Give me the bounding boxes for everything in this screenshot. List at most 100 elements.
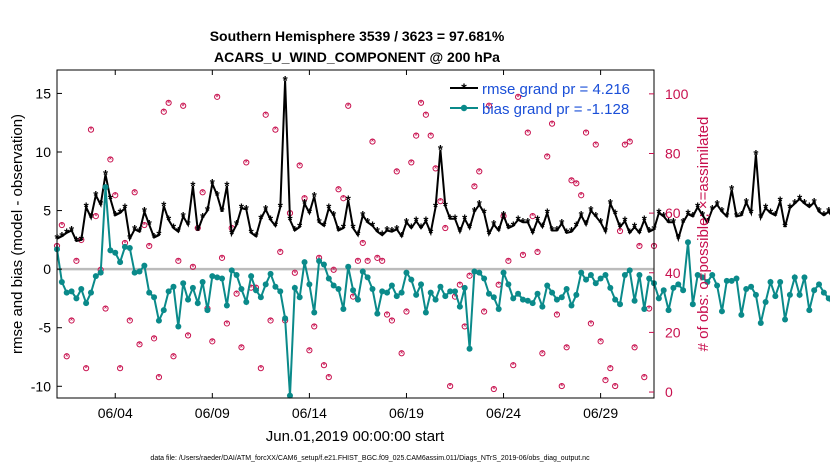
obs-assimilated-marker: *: [594, 140, 598, 150]
rmse-point: *: [486, 227, 492, 242]
rmse-point: *: [710, 202, 716, 217]
y-axis-label-left: rmse and bias (model - observation): [9, 114, 26, 354]
rmse-point: *: [399, 229, 405, 244]
rmse-point: *: [705, 215, 711, 230]
bias-point: [714, 282, 721, 289]
bias-point: [519, 296, 526, 303]
obs-possible-marker: [539, 350, 546, 357]
bias-point: [136, 268, 143, 275]
rmse-point: *: [263, 202, 269, 217]
rmse-point: *: [239, 201, 245, 216]
x-tick-label: 06/09: [195, 405, 230, 421]
bias-point: [709, 272, 716, 278]
bias-point: [364, 274, 371, 281]
obs-possible-marker: [490, 385, 497, 393]
obs-possible-marker: [184, 332, 192, 339]
obs-assimilated-marker: *: [128, 316, 132, 326]
rmse-point: *: [637, 225, 643, 240]
obs-possible-marker: [447, 382, 454, 390]
rmse-point: *: [200, 210, 206, 225]
rmse-point: *: [695, 200, 701, 215]
obs-assimilated-marker: *: [487, 101, 491, 111]
x-tick-label: 06/19: [389, 405, 424, 421]
rmse-point: *: [355, 228, 361, 243]
rmse-point: *: [550, 223, 556, 238]
left-tick-label: -5: [39, 320, 52, 336]
obs-assimilated-marker: *: [410, 158, 414, 168]
bias-point: [694, 272, 701, 278]
bias-point: [131, 269, 138, 276]
rmse-point: *: [511, 218, 517, 233]
obs-assimilated-marker: *: [541, 349, 545, 359]
rmse-point: *: [161, 198, 167, 213]
bias-point: [418, 281, 425, 288]
obs-possible-marker: [150, 335, 158, 342]
obs-assimilated-marker: *: [312, 322, 316, 332]
rmse-point: *: [418, 221, 424, 236]
obs-assimilated-marker: *: [633, 343, 637, 353]
bias-point: [816, 281, 823, 288]
rmse-point: *: [258, 211, 264, 226]
bias-point: [97, 269, 104, 276]
obs-possible-marker: [126, 317, 133, 324]
obs-possible-marker: [519, 251, 527, 258]
rmse-point: *: [118, 205, 124, 220]
bias-point: [553, 296, 560, 303]
obs-possible-marker: [379, 257, 386, 264]
obs-possible-marker: [102, 305, 109, 312]
rmse-point: *: [287, 212, 293, 227]
bias-point: [500, 269, 507, 276]
rmse-point: *: [385, 223, 391, 238]
bias-point: [146, 289, 153, 296]
obs-assimilated-marker: *: [332, 265, 336, 275]
obs-possible-marker: [272, 126, 279, 133]
chart-title-line1: Southern Hemisphere 3539 / 3623 = 97.681…: [210, 28, 505, 44]
rmse-point: *: [341, 221, 347, 236]
bias-point: [718, 308, 725, 315]
bias-point: [801, 274, 808, 281]
obs-assimilated-marker: *: [177, 256, 181, 266]
bias-point: [510, 295, 517, 302]
rmse-point: *: [122, 201, 128, 216]
obs-possible-marker: [345, 102, 352, 109]
obs-assimilated-marker: *: [511, 361, 515, 371]
obs-possible-marker: [354, 257, 362, 264]
left-tick-label: 0: [43, 261, 51, 277]
obs-assimilated-marker: *: [215, 92, 219, 102]
rmse-point: *: [613, 207, 619, 222]
rmse-point: *: [656, 205, 662, 220]
rmse-point: *: [812, 195, 818, 210]
bias-point: [490, 294, 497, 301]
obs-possible-marker: [544, 153, 551, 160]
obs-possible-marker: [296, 162, 303, 169]
obs-assimilated-marker: *: [109, 155, 113, 165]
obs-possible-marker: [471, 183, 478, 190]
left-tick-label: 5: [43, 203, 51, 219]
obs-possible-marker: [476, 168, 483, 175]
bias-point: [621, 272, 628, 278]
obs-possible-marker: [116, 365, 124, 372]
obs-assimilated-marker: *: [245, 158, 249, 168]
bias-point: [243, 298, 250, 305]
rmse-point: *: [666, 215, 672, 230]
rmse-point: *: [152, 230, 158, 245]
rmse-point: *: [525, 215, 531, 230]
left-tick-label: -10: [31, 378, 51, 394]
chart-title-line2: ACARS_U_WIND_COMPONENT @ 200 hPa: [214, 49, 500, 65]
obs-possible-marker: [83, 365, 90, 372]
bias-point: [539, 303, 546, 310]
bias-point: [689, 301, 696, 308]
obs-possible-marker: [136, 341, 143, 348]
right-tick-label: 80: [665, 145, 681, 161]
obs-assimilated-marker: *: [89, 125, 93, 135]
obs-assimilated-marker: *: [405, 307, 409, 317]
bias-point: [641, 305, 648, 312]
obs-assimilated-marker: *: [482, 307, 486, 317]
rmse-point: *: [496, 223, 502, 238]
rmse-point: *: [462, 211, 468, 226]
obs-possible-marker: [626, 138, 633, 145]
bias-point: [684, 239, 691, 246]
bias-point: [558, 294, 565, 301]
bias-point: [544, 282, 551, 289]
bias-point: [461, 284, 468, 291]
